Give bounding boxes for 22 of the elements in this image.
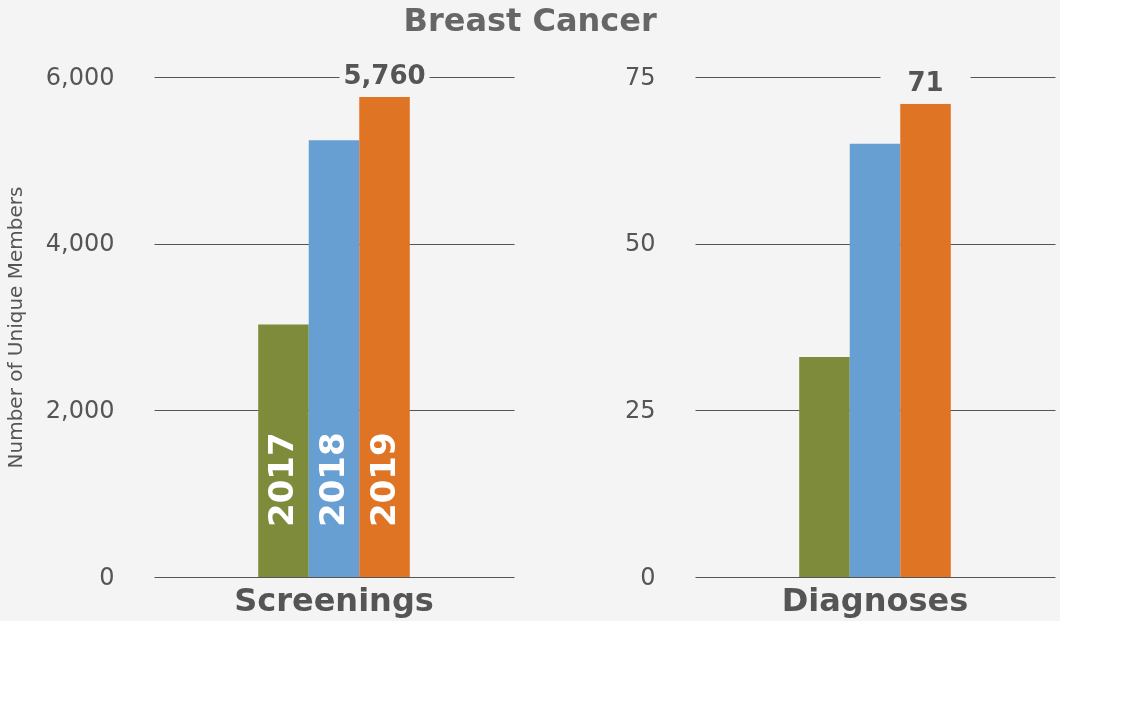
data-label: 71	[907, 66, 944, 97]
bar	[849, 143, 901, 577]
y-tick-label: 25	[624, 395, 656, 424]
bar	[799, 357, 850, 577]
data-label: 5,760	[343, 60, 426, 90]
y-tick-label: 6,000	[45, 62, 115, 91]
bar	[258, 324, 309, 577]
chart-title: Breast Cancer	[403, 1, 657, 39]
bar	[308, 140, 360, 577]
y-tick-label: 2,000	[45, 395, 115, 424]
y-tick-label: 75	[624, 62, 656, 91]
x-tick-label: Diagnoses	[781, 580, 969, 619]
y-axis-title: Number of Unique Members	[2, 186, 27, 469]
series-label: 2017	[261, 432, 302, 527]
series-label: 2019	[362, 432, 403, 527]
bar	[359, 97, 410, 577]
y-tick-label: 0	[640, 562, 656, 591]
series-label: 2018	[312, 432, 352, 527]
y-tick-label: 0	[99, 562, 115, 591]
y-tick-label: 4,000	[45, 229, 115, 258]
y-tick-label: 50	[624, 229, 656, 258]
x-tick-label: Screenings	[234, 580, 434, 619]
